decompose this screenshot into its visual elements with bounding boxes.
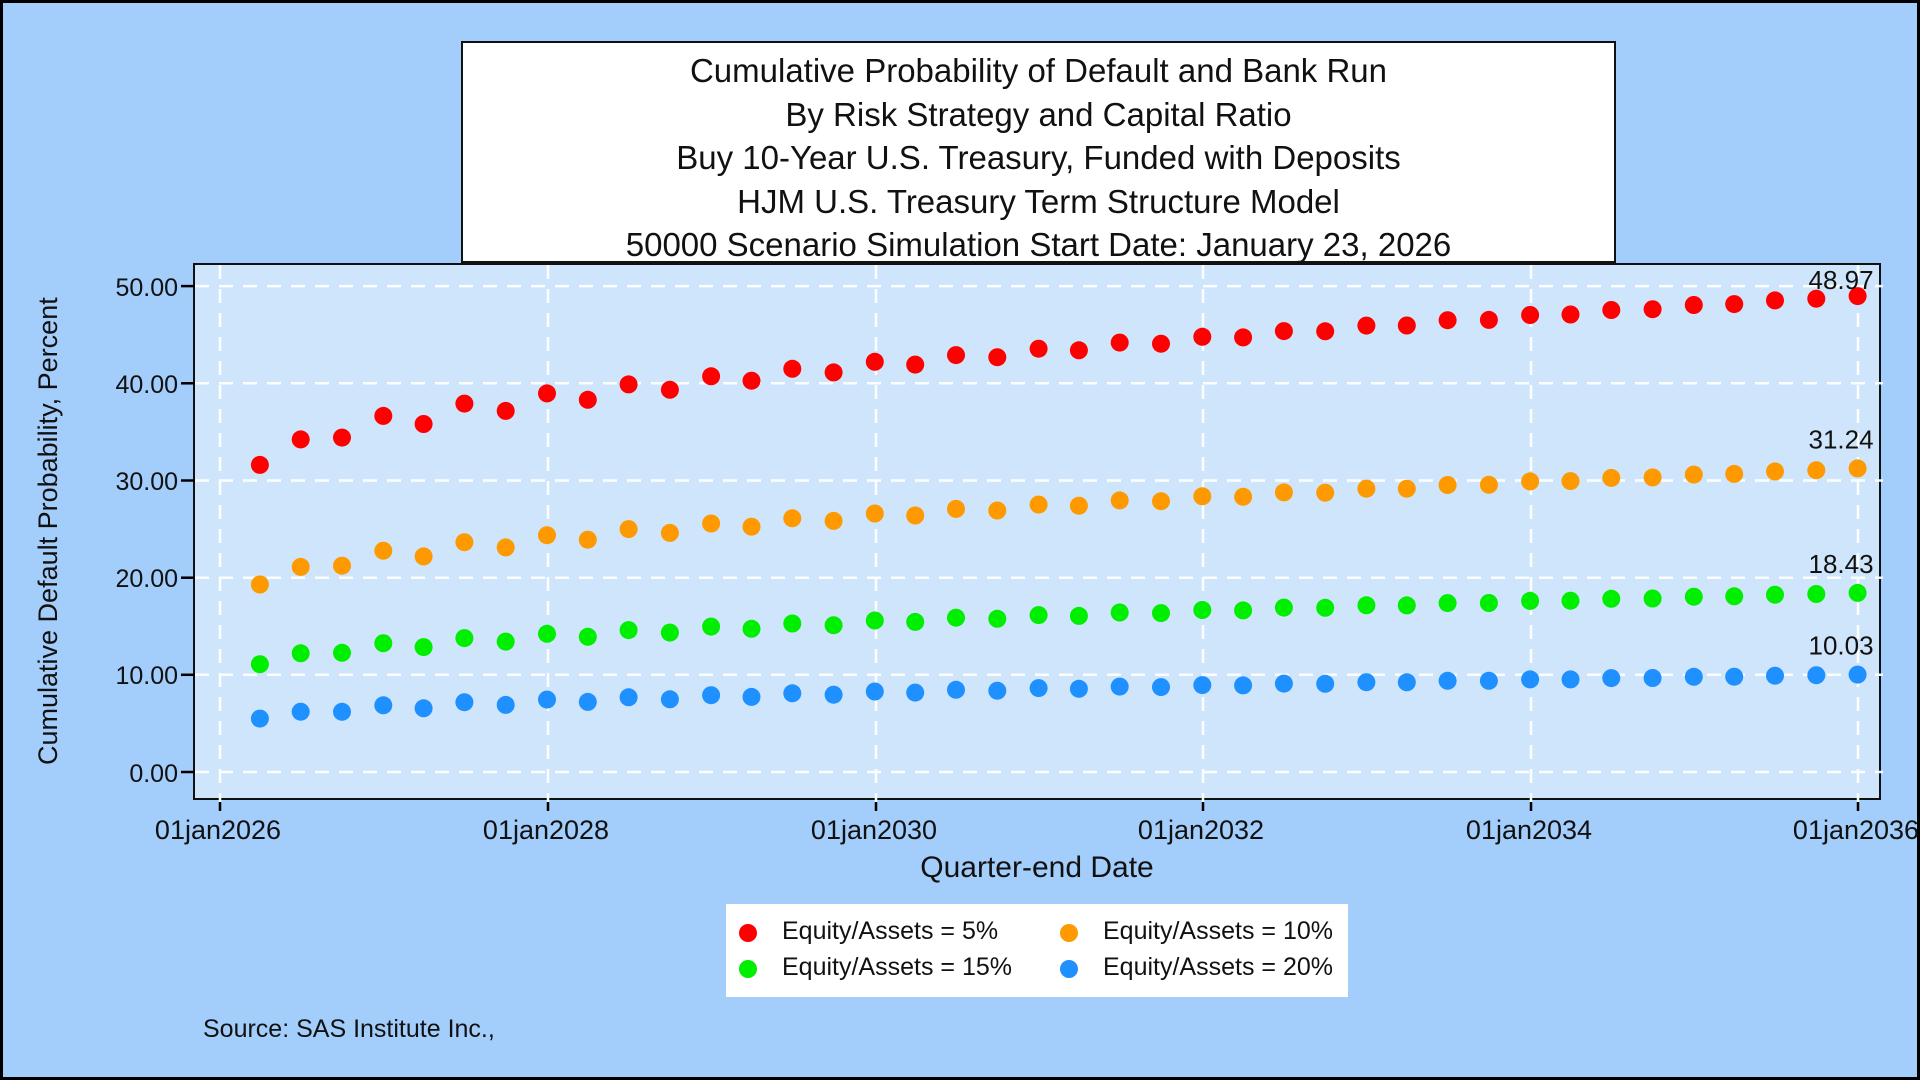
svg-text:48.97: 48.97 [1809,265,1874,295]
svg-text:31.24: 31.24 [1809,424,1874,454]
svg-text:18.43: 18.43 [1809,549,1874,579]
svg-text:10.03: 10.03 [1809,631,1874,661]
